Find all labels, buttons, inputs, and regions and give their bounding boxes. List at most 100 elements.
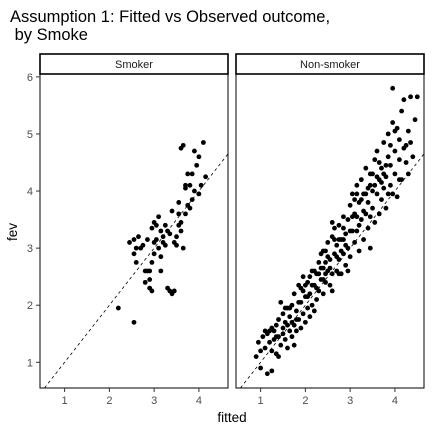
plot-area-smoker bbox=[39, 73, 229, 389]
data-point bbox=[367, 214, 373, 220]
data-point bbox=[160, 234, 166, 240]
data-point bbox=[156, 245, 162, 251]
data-point bbox=[187, 205, 193, 211]
x-axis-smoker: 1 2 3 4 bbox=[62, 388, 202, 407]
data-point bbox=[183, 185, 188, 191]
data-point bbox=[192, 188, 197, 194]
data-point bbox=[307, 274, 313, 280]
data-point bbox=[185, 171, 191, 177]
data-point bbox=[276, 317, 281, 322]
data-point bbox=[392, 128, 398, 134]
data-point bbox=[401, 97, 407, 103]
data-point bbox=[374, 191, 380, 197]
data-point bbox=[343, 231, 349, 237]
data-point bbox=[408, 140, 413, 145]
chart-title-line-2: by Smoke bbox=[10, 26, 88, 44]
data-point bbox=[156, 214, 162, 220]
data-point bbox=[336, 237, 342, 242]
data-point bbox=[379, 197, 384, 203]
data-point bbox=[349, 214, 355, 220]
data-point bbox=[145, 237, 150, 242]
data-point bbox=[311, 268, 317, 274]
data-point bbox=[260, 334, 266, 340]
data-point bbox=[280, 311, 286, 317]
y-tick-label: 5 bbox=[27, 129, 33, 141]
data-point bbox=[403, 160, 409, 165]
data-point bbox=[363, 165, 369, 171]
data-point bbox=[347, 202, 353, 208]
data-point bbox=[291, 342, 297, 348]
panel-smoker: Smoker bbox=[39, 53, 229, 389]
data-point bbox=[294, 328, 299, 334]
data-point bbox=[361, 191, 366, 197]
strip-label-smoker: Smoker bbox=[115, 59, 153, 71]
data-point bbox=[336, 222, 342, 228]
data-point bbox=[149, 260, 155, 265]
data-point bbox=[176, 200, 182, 205]
data-point bbox=[356, 248, 362, 254]
data-point bbox=[314, 285, 319, 291]
data-point bbox=[287, 328, 293, 334]
data-point bbox=[267, 339, 272, 345]
data-point bbox=[325, 240, 331, 245]
data-point bbox=[136, 234, 141, 240]
data-point bbox=[388, 142, 393, 148]
data-point bbox=[258, 348, 264, 354]
data-point bbox=[127, 240, 132, 245]
y-tick-label: 6 bbox=[27, 72, 33, 84]
data-point bbox=[140, 242, 146, 248]
data-point bbox=[354, 228, 360, 234]
data-point bbox=[289, 334, 295, 340]
data-point bbox=[178, 220, 184, 225]
data-point bbox=[376, 211, 382, 217]
data-point bbox=[388, 162, 393, 168]
data-point bbox=[196, 191, 202, 197]
data-point bbox=[370, 188, 375, 194]
data-point bbox=[372, 182, 378, 188]
data-point bbox=[294, 308, 299, 314]
x-tick-label: 2 bbox=[106, 395, 112, 407]
panel-non-smoker: Non-smoker bbox=[235, 53, 425, 389]
data-point bbox=[376, 160, 382, 165]
data-point bbox=[358, 177, 364, 183]
data-point bbox=[385, 154, 391, 160]
data-point bbox=[133, 245, 139, 251]
data-point bbox=[258, 365, 264, 371]
strip-label-non-smoker: Non-smoker bbox=[300, 59, 360, 71]
data-point bbox=[171, 288, 177, 294]
data-point bbox=[379, 180, 384, 185]
y-axis-title: fev bbox=[5, 223, 20, 241]
y-axis: 1 2 3 4 5 6 bbox=[27, 72, 40, 369]
data-point bbox=[115, 305, 121, 311]
data-point bbox=[180, 142, 186, 148]
data-point bbox=[162, 242, 168, 248]
data-point bbox=[320, 248, 326, 254]
data-point bbox=[405, 128, 411, 134]
data-point bbox=[271, 328, 277, 334]
data-point bbox=[194, 162, 200, 168]
data-point bbox=[405, 171, 411, 177]
x-axis-title: fitted bbox=[217, 410, 246, 425]
y-tick-label: 4 bbox=[27, 186, 33, 198]
data-point bbox=[289, 319, 295, 325]
data-point bbox=[167, 231, 173, 237]
data-point bbox=[379, 165, 384, 171]
data-point bbox=[196, 154, 202, 160]
data-point bbox=[285, 345, 290, 351]
data-point bbox=[370, 205, 375, 211]
data-point bbox=[269, 348, 275, 354]
data-point bbox=[262, 345, 268, 351]
data-point bbox=[273, 334, 279, 340]
data-point bbox=[287, 314, 293, 320]
data-point bbox=[149, 225, 155, 231]
data-point bbox=[367, 171, 373, 177]
data-point bbox=[329, 220, 335, 225]
data-point bbox=[302, 319, 308, 325]
data-point bbox=[392, 148, 398, 154]
data-point bbox=[174, 242, 179, 248]
data-point bbox=[162, 222, 168, 228]
data-point bbox=[338, 248, 344, 254]
data-point bbox=[267, 328, 272, 334]
data-point bbox=[302, 282, 308, 288]
data-point bbox=[269, 368, 275, 374]
